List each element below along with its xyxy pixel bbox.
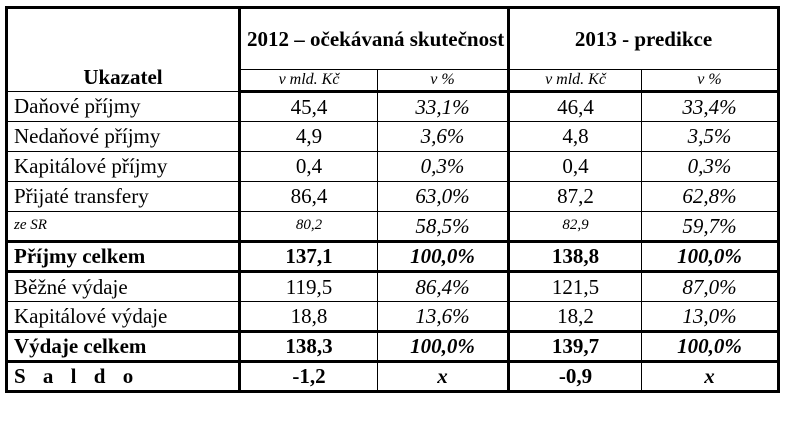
header-unit-amount-2013: v mld. Kč bbox=[507, 69, 643, 93]
percent-2012: 33,1% bbox=[376, 91, 510, 122]
row-label: Nedaňové příjmy bbox=[5, 121, 240, 152]
percent-2013: 100,0% bbox=[641, 330, 781, 363]
table-row: Přijaté transfery 86,4 63,0% 87,2 62,8% bbox=[5, 181, 781, 212]
header-row-units: v mld. Kč v % v mld. Kč v % bbox=[7, 69, 781, 93]
percent-2013: 13,0% bbox=[641, 301, 781, 332]
table-row: Daňové příjmy 45,4 33,1% 46,4 33,4% bbox=[5, 91, 781, 122]
percent-2012: 13,6% bbox=[376, 301, 510, 332]
percent-2013: x bbox=[641, 361, 781, 393]
percent-2012: 58,5% bbox=[376, 211, 510, 242]
header-unit-percent-2013: v % bbox=[641, 69, 781, 93]
value-2012: 80,2 bbox=[238, 211, 378, 242]
table-row: Kapitálové výdaje 18,8 13,6% 18,2 13,0% bbox=[5, 301, 781, 332]
percent-2013: 100,0% bbox=[641, 240, 781, 273]
value-2013: 18,2 bbox=[507, 301, 643, 332]
value-2012: 138,3 bbox=[238, 330, 378, 363]
value-2013: -0,9 bbox=[507, 361, 643, 393]
value-2012: 137,1 bbox=[238, 240, 378, 273]
percent-2012: 100,0% bbox=[376, 240, 510, 273]
percent-2012: 100,0% bbox=[376, 330, 510, 363]
row-label: Přijaté transfery bbox=[5, 181, 240, 212]
value-2013: 139,7 bbox=[507, 330, 643, 363]
row-label: Kapitálové příjmy bbox=[5, 151, 240, 182]
row-label: Příjmy celkem bbox=[5, 240, 240, 273]
row-label: Daňové příjmy bbox=[5, 91, 240, 122]
percent-2013: 33,4% bbox=[641, 91, 781, 122]
value-2013: 4,8 bbox=[507, 121, 643, 152]
value-2012: 0,4 bbox=[238, 151, 378, 182]
percent-2012: 86,4% bbox=[376, 271, 510, 302]
percent-2013: 0,3% bbox=[641, 151, 781, 182]
value-2013: 138,8 bbox=[507, 240, 643, 273]
table-row: Nedaňové příjmy 4,9 3,6% 4,8 3,5% bbox=[5, 121, 781, 152]
row-label: Kapitálové výdaje bbox=[5, 301, 240, 332]
percent-2012: 3,6% bbox=[376, 121, 510, 152]
header-unit-percent-2012: v % bbox=[376, 69, 510, 93]
header-indicator: Ukazatel bbox=[5, 6, 240, 92]
header-row-groups: Ukazatel 2012 – očekávaná skutečnost 201… bbox=[5, 6, 781, 92]
value-2012: -1,2 bbox=[238, 361, 378, 393]
header-group-2012: 2012 – očekávaná skutečnost bbox=[237, 6, 510, 70]
header-group-2013: 2013 - predikce bbox=[507, 6, 781, 70]
row-label: S a l d o bbox=[5, 361, 240, 393]
row-label: ze SR bbox=[5, 211, 240, 242]
table-row: ze SR 80,2 58,5% 82,9 59,7% bbox=[5, 211, 781, 242]
value-2012: 18,8 bbox=[238, 301, 378, 332]
percent-2012: 0,3% bbox=[376, 151, 510, 182]
table-row: Běžné výdaje 119,5 86,4% 121,5 87,0% bbox=[5, 271, 781, 302]
percent-2013: 59,7% bbox=[641, 211, 781, 242]
value-2013: 46,4 bbox=[507, 91, 643, 122]
value-2013: 87,2 bbox=[507, 181, 643, 212]
percent-2012: x bbox=[376, 361, 510, 393]
percent-2013: 3,5% bbox=[641, 121, 781, 152]
budget-table: Ukazatel 2012 – očekávaná skutečnost 201… bbox=[5, 6, 781, 393]
percent-2013: 62,8% bbox=[641, 181, 781, 212]
value-2012: 45,4 bbox=[238, 91, 378, 122]
value-2012: 4,9 bbox=[238, 121, 378, 152]
table-row: S a l d o -1,2 x -0,9 x bbox=[5, 361, 781, 393]
value-2013: 121,5 bbox=[507, 271, 643, 302]
value-2013: 82,9 bbox=[507, 211, 643, 242]
row-label: Běžné výdaje bbox=[5, 271, 240, 302]
table-row: Příjmy celkem 137,1 100,0% 138,8 100,0% bbox=[5, 240, 781, 273]
row-label: Výdaje celkem bbox=[5, 330, 240, 363]
value-2013: 0,4 bbox=[507, 151, 643, 182]
table-row: Výdaje celkem 138,3 100,0% 139,7 100,0% bbox=[5, 330, 781, 363]
percent-2012: 63,0% bbox=[376, 181, 510, 212]
table-row: Kapitálové příjmy 0,4 0,3% 0,4 0,3% bbox=[5, 151, 781, 182]
value-2012: 86,4 bbox=[238, 181, 378, 212]
value-2012: 119,5 bbox=[238, 271, 378, 302]
header-unit-amount-2012: v mld. Kč bbox=[238, 69, 378, 93]
percent-2013: 87,0% bbox=[641, 271, 781, 302]
